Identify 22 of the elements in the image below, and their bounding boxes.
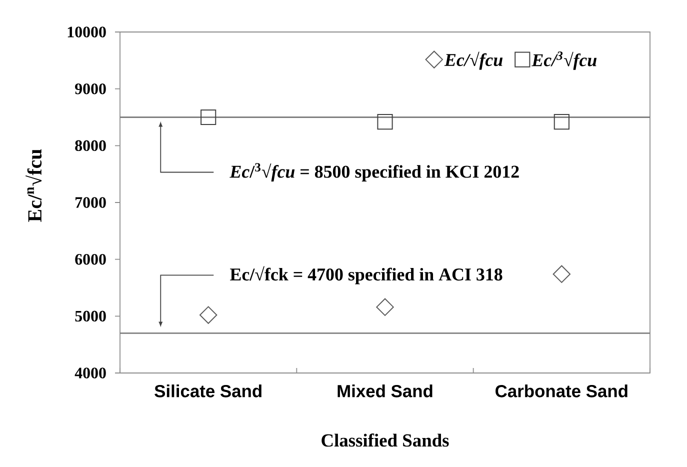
ref-line-label: Ec/√fck = 4700 specified in ACI 318 xyxy=(230,266,502,284)
ref-line-label: Ec/$^{3}$√fcu = 8500 specified in KCI 2012 xyxy=(230,163,519,182)
y-tick-label: 7000 xyxy=(76,197,106,208)
y-tick-label: 10000 xyxy=(68,26,106,38)
x-tick-label: Mixed Sand xyxy=(338,384,432,398)
legend-label: Ec/√fcu xyxy=(444,52,503,70)
x-axis-title: Classified Sands xyxy=(322,434,449,447)
y-tick-label: 4000 xyxy=(74,368,106,378)
y-tick-label: 9000 xyxy=(75,83,106,94)
legend-label: Ec/$^{3}$√fcu xyxy=(532,52,597,70)
point xyxy=(376,298,394,316)
point xyxy=(199,306,218,324)
x-tick-label: Silicate Sand xyxy=(154,384,262,398)
y-tick-label: 6000 xyxy=(75,254,106,265)
point xyxy=(554,114,570,130)
point xyxy=(552,265,571,283)
y-tick-label: 8000 xyxy=(75,140,106,152)
point xyxy=(200,109,216,126)
y-tick-label: 5000 xyxy=(75,310,106,322)
x-tick-label: Carbonate Sand xyxy=(496,384,628,398)
point xyxy=(377,114,393,130)
y-axis-title: Ec/$^{n}$√fcu xyxy=(26,149,42,222)
